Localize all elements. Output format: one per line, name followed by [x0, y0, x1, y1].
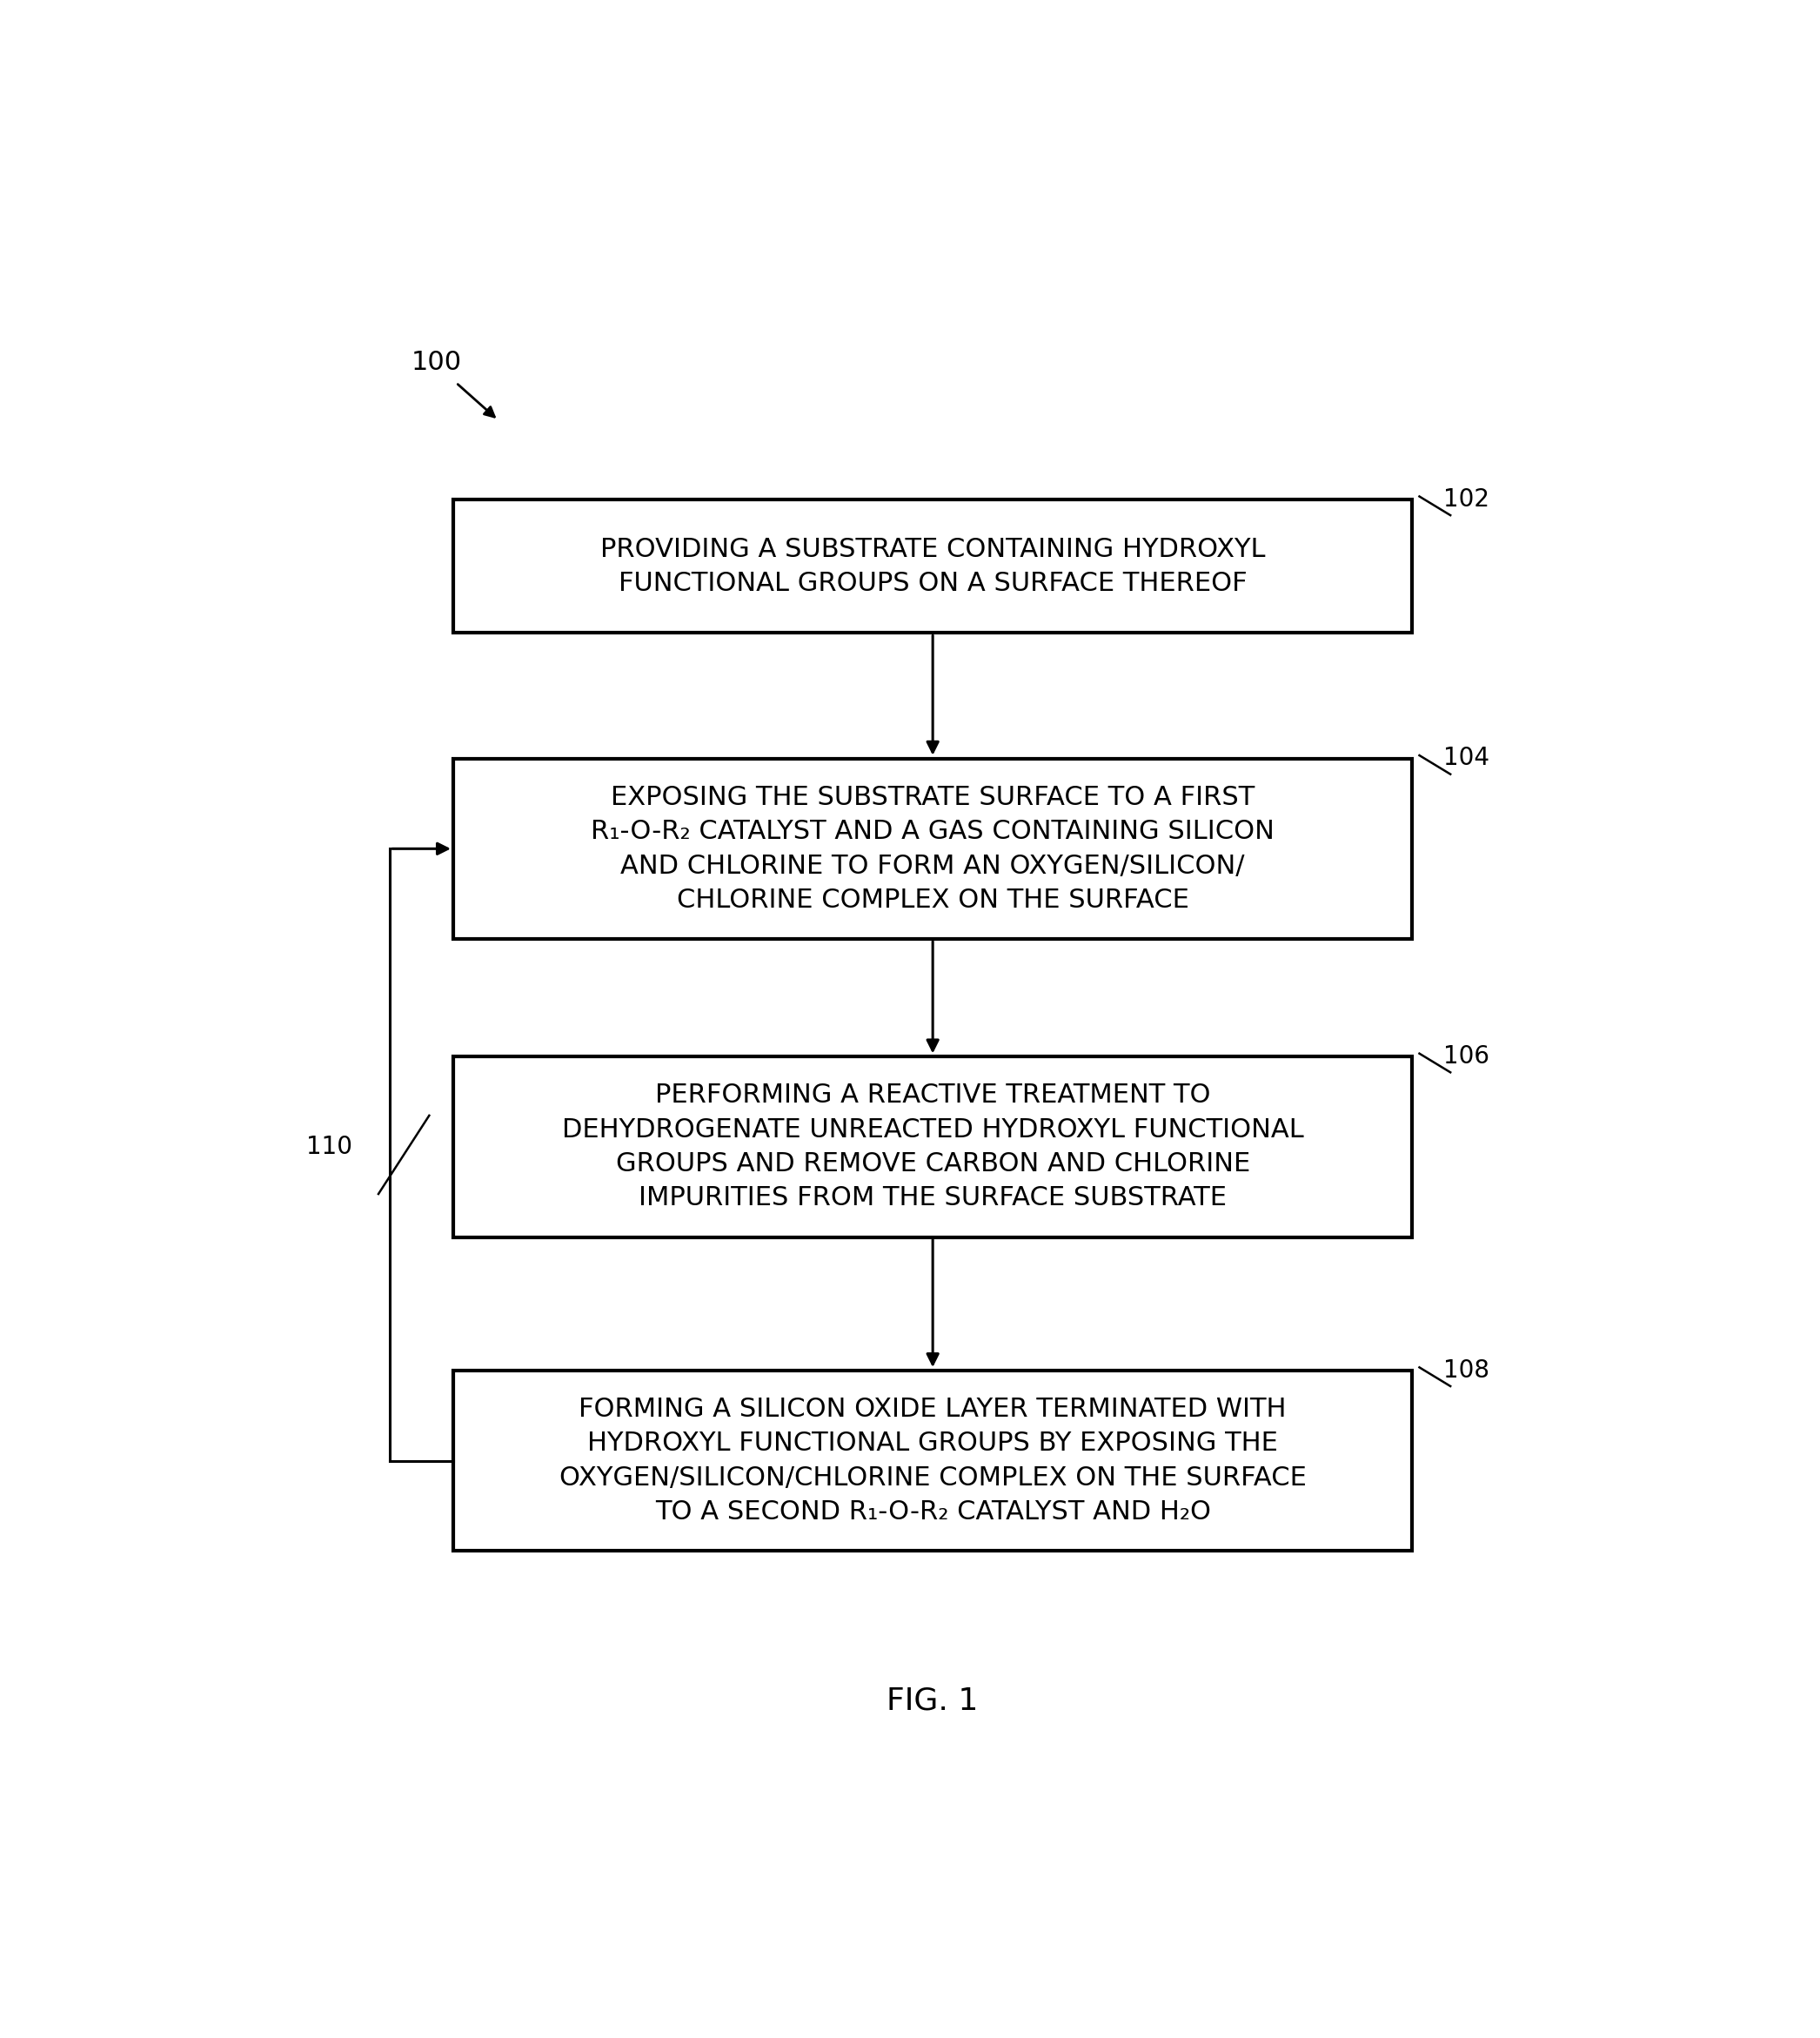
Text: EXPOSING THE SUBSTRATE SURFACE TO A FIRST
R₁-O-R₂ CATALYST AND A GAS CONTAINING : EXPOSING THE SUBSTRATE SURFACE TO A FIRS… — [592, 785, 1274, 913]
FancyBboxPatch shape — [453, 1370, 1412, 1551]
Text: FORMING A SILICON OXIDE LAYER TERMINATED WITH
HYDROXYL FUNCTIONAL GROUPS BY EXPO: FORMING A SILICON OXIDE LAYER TERMINATED… — [559, 1396, 1307, 1524]
Text: 108: 108 — [1443, 1357, 1489, 1382]
Text: FIG. 1: FIG. 1 — [886, 1685, 979, 1716]
FancyBboxPatch shape — [453, 1056, 1412, 1237]
Text: 106: 106 — [1443, 1043, 1489, 1068]
Text: PERFORMING A REACTIVE TREATMENT TO
DEHYDROGENATE UNREACTED HYDROXYL FUNCTIONAL
G: PERFORMING A REACTIVE TREATMENT TO DEHYD… — [562, 1082, 1303, 1211]
Text: 100: 100 — [411, 351, 462, 375]
Text: 104: 104 — [1443, 746, 1489, 770]
Text: PROVIDING A SUBSTRATE CONTAINING HYDROXYL
FUNCTIONAL GROUPS ON A SURFACE THEREOF: PROVIDING A SUBSTRATE CONTAINING HYDROXY… — [601, 536, 1265, 595]
FancyBboxPatch shape — [453, 758, 1412, 940]
Text: 102: 102 — [1443, 487, 1489, 512]
FancyBboxPatch shape — [453, 499, 1412, 634]
Text: 110: 110 — [306, 1135, 351, 1160]
